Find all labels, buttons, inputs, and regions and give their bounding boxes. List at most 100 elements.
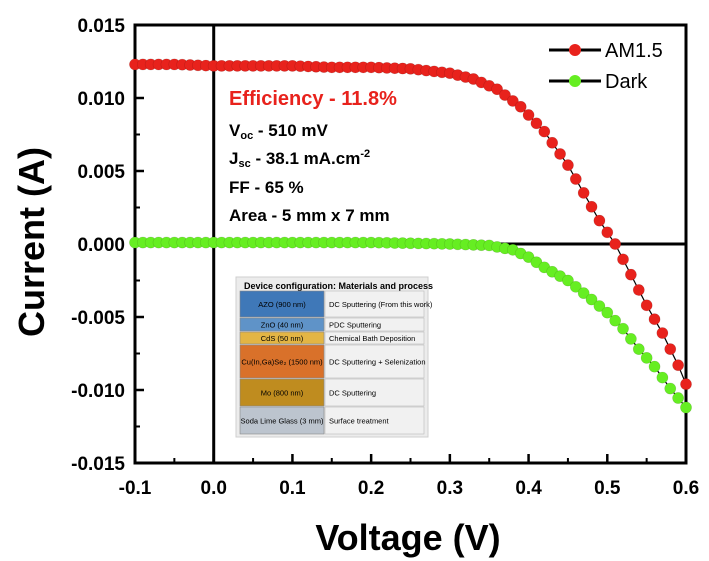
data-point — [640, 351, 653, 364]
data-point — [680, 401, 692, 414]
x-tick-label: 0.3 — [437, 478, 463, 499]
x-axis-title: Voltage (V) — [315, 517, 500, 558]
layer-swatch — [239, 331, 325, 345]
inset-layer-row: Soda Lime Glass (3 mm) Surface treatment — [239, 406, 425, 435]
data-point — [632, 343, 645, 356]
data-point — [506, 95, 519, 107]
performance-annotations: Efficiency - 11.8% Voc - 510 mV Jsc - 38… — [229, 88, 397, 225]
data-point — [585, 200, 598, 213]
axis-ticks: -0.1 0.0 0.1 0.2 0.3 0.4 0.5 0.6 0.015 0.010 0.005… — [71, 16, 699, 499]
data-point — [601, 226, 614, 239]
data-point — [680, 378, 692, 391]
x-tick-label: 0.2 — [358, 478, 384, 499]
data-point — [593, 300, 606, 312]
layer-material: Soda Lime Glass (3 mm) — [241, 417, 324, 426]
layer-material: CdS (50 nm) — [261, 334, 304, 343]
y-axis-title: Current (A) — [11, 147, 52, 337]
device-configuration-inset: Device configuration: Materials and proc… — [235, 276, 433, 438]
layer-process-cell — [324, 331, 425, 345]
data-point — [538, 125, 551, 138]
layer-process-cell — [324, 344, 425, 379]
data-point — [562, 274, 574, 287]
layer-material: AZO (900 nm) — [258, 300, 306, 309]
y-tick-label: -0.015 — [71, 454, 125, 475]
data-point — [593, 214, 606, 227]
data-point — [648, 313, 661, 326]
data-point — [672, 392, 685, 404]
data-point — [577, 186, 590, 199]
voc-subscript: oc — [240, 130, 253, 142]
inset-layer-row: AZO (900 nm) DC Sputtering (From this wor… — [239, 290, 433, 318]
y-tick-label: 0.000 — [77, 235, 125, 256]
jsc-prefix: J — [229, 149, 238, 168]
x-tick-label: -0.1 — [119, 478, 152, 499]
jsc-subscript: sc — [238, 158, 250, 170]
layer-swatch — [239, 317, 325, 332]
layer-process: DC Sputtering (From this work) — [329, 300, 433, 309]
layer-process: Chemical Bath Deposition — [329, 334, 415, 343]
ff-annotation: FF - 65 % — [229, 178, 304, 197]
area-annotation: Area - 5 mm x 7 mm — [229, 206, 390, 225]
data-point — [514, 100, 527, 113]
inset-title: Device configuration: Materials and proc… — [244, 281, 433, 291]
series-dark — [129, 236, 692, 414]
layer-process-cell — [324, 290, 425, 318]
inset-layer-row: Mo (800 nm) DC Sputtering — [239, 378, 425, 407]
x-tick-label: 0.1 — [279, 478, 306, 499]
voc-value: - 510 mV — [253, 121, 328, 140]
voc-annotation: Voc - 510 mV — [229, 121, 328, 142]
legend-dark-label: Dark — [605, 71, 648, 93]
inset-layer-row: Cu(In,Ga)Se₂ (1500 nm) DC Sputtering + Se… — [239, 344, 426, 379]
y-tick-label: 0.015 — [77, 16, 125, 37]
data-point — [585, 293, 598, 306]
layer-process: Surface treatment — [329, 417, 390, 426]
data-point — [617, 322, 629, 335]
y-tick-label: -0.005 — [71, 308, 125, 329]
data-point — [609, 238, 622, 250]
layer-material: Cu(In,Ga)Se₂ (1500 nm) — [241, 358, 323, 367]
data-point — [554, 148, 566, 160]
layer-swatch — [239, 290, 325, 318]
data-point — [648, 360, 661, 373]
x-tick-label: 0.6 — [673, 478, 699, 499]
data-point — [617, 253, 629, 266]
layer-material: ZnO (40 nm) — [261, 321, 304, 330]
layer-process: PDC Sputtering — [329, 321, 381, 330]
legend: AM1.5 Dark — [549, 40, 663, 93]
x-tick-label: 0.4 — [515, 478, 542, 499]
y-tick-label: 0.005 — [77, 162, 125, 183]
jsc-superscript: -2 — [360, 148, 370, 160]
data-point — [522, 109, 535, 121]
data-point — [569, 173, 582, 185]
layer-process: DC Sputtering + Selenization — [329, 358, 426, 367]
data-point — [562, 159, 574, 172]
data-point — [656, 327, 669, 339]
inset-layer-row: ZnO (40 nm) PDC Sputtering — [239, 317, 425, 332]
series-am1-5 — [129, 58, 692, 391]
layer-material: Mo (800 nm) — [261, 389, 304, 398]
layer-process-cell — [324, 406, 425, 435]
layer-swatch — [239, 378, 325, 407]
data-point — [656, 371, 669, 384]
efficiency-annotation: Efficiency - 11.8% — [229, 88, 397, 110]
data-point — [672, 359, 685, 372]
legend-am15-marker — [569, 44, 581, 56]
data-point — [664, 343, 677, 356]
x-tick-label: 0.0 — [201, 478, 227, 499]
data-point — [625, 268, 637, 281]
data-point — [640, 299, 653, 312]
y-tick-label: 0.010 — [77, 89, 125, 110]
layer-process-cell — [324, 378, 425, 407]
series — [129, 58, 692, 414]
data-point — [609, 314, 622, 327]
voc-prefix: V — [229, 121, 241, 140]
inset-layer-row: CdS (50 nm) Chemical Bath Deposition — [239, 331, 425, 345]
x-tick-label: 0.5 — [594, 478, 621, 499]
y-tick-label: -0.010 — [71, 381, 125, 402]
data-point — [664, 382, 677, 395]
data-point — [625, 332, 637, 345]
layer-swatch — [239, 344, 325, 379]
data-point — [632, 284, 645, 296]
inset-layer-stack: AZO (900 nm) DC Sputtering (From this wor… — [239, 290, 433, 435]
jsc-value: - 38.1 mA.cm — [251, 149, 361, 168]
